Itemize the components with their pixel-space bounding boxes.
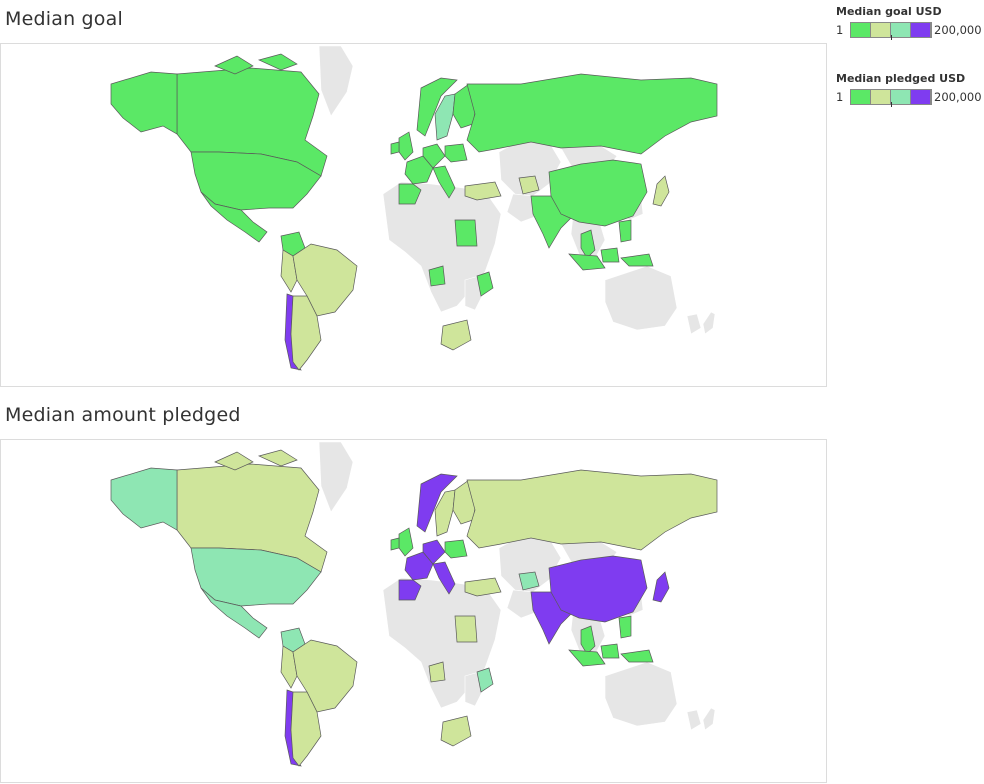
country-thailand[interactable] xyxy=(580,229,596,259)
country-germany[interactable] xyxy=(422,539,446,565)
legend-goal-min: 1 xyxy=(836,22,844,37)
country-canada[interactable] xyxy=(257,53,298,71)
region-no-data xyxy=(686,709,702,731)
country-spain[interactable] xyxy=(398,579,422,601)
country-canada[interactable] xyxy=(214,55,254,75)
legend-goal-ramp xyxy=(850,21,932,40)
country-brazil[interactable] xyxy=(292,639,358,713)
country-ireland[interactable] xyxy=(390,537,400,551)
country-poland[interactable] xyxy=(444,539,468,559)
country-canada[interactable] xyxy=(257,449,298,467)
country-afghanistan[interactable] xyxy=(518,175,540,195)
region-no-data xyxy=(604,265,678,331)
country-kenya[interactable] xyxy=(476,667,494,693)
country-kenya[interactable] xyxy=(476,271,494,297)
country-south-africa[interactable] xyxy=(440,319,472,351)
country-egypt[interactable] xyxy=(454,615,478,643)
map-pledged-svg[interactable] xyxy=(1,440,827,783)
country-united-kingdom[interactable] xyxy=(398,527,414,557)
country-japan[interactable] xyxy=(652,175,670,207)
country-nigeria[interactable] xyxy=(428,265,446,287)
legend-pledged[interactable]: Median pledged USD 1 200,000 xyxy=(836,72,982,107)
country-indonesia[interactable] xyxy=(568,643,654,667)
legend-goal[interactable]: Median goal USD 1 200,000 xyxy=(836,5,982,40)
country-philippines[interactable] xyxy=(618,615,632,639)
country-turkey[interactable] xyxy=(464,181,502,201)
region-no-data xyxy=(702,311,716,335)
country-poland[interactable] xyxy=(444,143,468,163)
country-norway[interactable] xyxy=(416,77,458,137)
country-alaska[interactable] xyxy=(110,71,178,135)
country-nigeria[interactable] xyxy=(428,661,446,683)
region-no-data xyxy=(604,661,678,727)
country-mexico[interactable] xyxy=(200,191,268,243)
country-japan[interactable] xyxy=(652,571,670,603)
region-no-data xyxy=(506,193,538,223)
map-goal-svg[interactable] xyxy=(1,44,827,387)
country-italy[interactable] xyxy=(432,561,456,595)
legend-pledged-title: Median pledged USD xyxy=(836,72,966,85)
legend-pledged-max: 200,000 xyxy=(934,89,982,104)
country-china[interactable] xyxy=(548,555,648,623)
region-no-data xyxy=(702,707,716,731)
country-alaska[interactable] xyxy=(110,467,178,531)
country-china[interactable] xyxy=(548,159,648,227)
country-brazil[interactable] xyxy=(292,243,358,317)
legend-goal-max: 200,000 xyxy=(934,22,982,37)
map-title-pledged: Median amount pledged xyxy=(5,404,241,426)
legend-goal-title: Median goal USD xyxy=(836,5,942,18)
region-no-data xyxy=(318,441,354,513)
country-germany[interactable] xyxy=(422,143,446,169)
country-afghanistan[interactable] xyxy=(518,571,540,591)
country-egypt[interactable] xyxy=(454,219,478,247)
country-peru[interactable] xyxy=(280,249,298,293)
country-turkey[interactable] xyxy=(464,577,502,597)
country-mexico[interactable] xyxy=(200,587,268,639)
country-norway[interactable] xyxy=(416,473,458,533)
country-ireland[interactable] xyxy=(390,141,400,155)
country-russia[interactable] xyxy=(466,469,718,551)
country-canada[interactable] xyxy=(214,451,254,471)
country-peru[interactable] xyxy=(280,645,298,689)
country-spain[interactable] xyxy=(398,183,422,205)
country-italy[interactable] xyxy=(432,165,456,199)
legend-pledged-min: 1 xyxy=(836,89,844,104)
country-united-kingdom[interactable] xyxy=(398,131,414,161)
region-no-data xyxy=(506,589,538,619)
country-indonesia[interactable] xyxy=(568,247,654,271)
country-philippines[interactable] xyxy=(618,219,632,243)
map-goal[interactable] xyxy=(0,43,827,387)
country-russia[interactable] xyxy=(466,73,718,155)
country-south-africa[interactable] xyxy=(440,715,472,747)
country-argentina[interactable] xyxy=(290,691,322,767)
country-argentina[interactable] xyxy=(290,295,322,371)
country-thailand[interactable] xyxy=(580,625,596,655)
map-pledged[interactable] xyxy=(0,439,827,783)
map-title-goal: Median goal xyxy=(5,8,123,30)
region-no-data xyxy=(318,45,354,117)
region-no-data xyxy=(686,313,702,335)
legend-pledged-ramp xyxy=(850,88,932,107)
